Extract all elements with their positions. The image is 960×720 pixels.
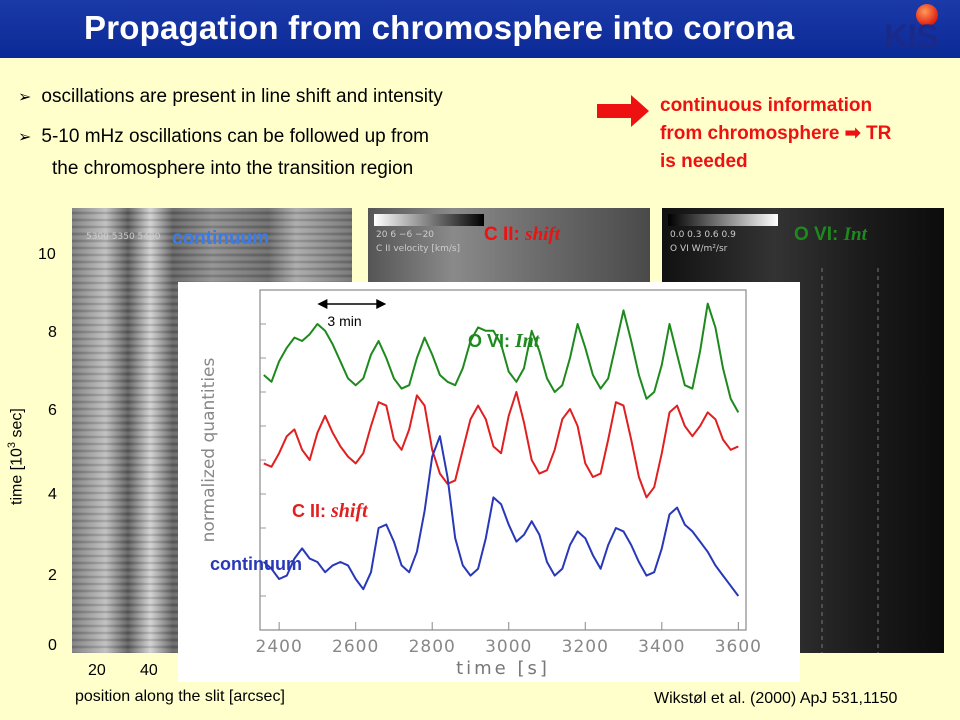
series-line-c-ii-shift xyxy=(263,391,739,499)
ytick: 2 xyxy=(48,567,57,584)
sun-icon xyxy=(916,4,938,26)
ytick: 10 xyxy=(38,246,56,263)
arrow-bullet-icon: ➢ xyxy=(18,89,32,106)
x-axis-label: position along the slit [arcsec] xyxy=(75,688,285,705)
right-arrow-icon xyxy=(597,95,649,127)
series-label-ovi: O VI: Int xyxy=(468,330,540,352)
x-tick-label: 3200 xyxy=(562,637,609,657)
arrow-bullet-icon: ➢ xyxy=(18,129,32,146)
panel-label-cii: C II: shift xyxy=(484,224,561,245)
slide-title: Propagation from chromosphere into coron… xyxy=(84,9,795,46)
x-tick-label: 3400 xyxy=(638,637,685,657)
bullet-1: ➢ oscillations are present in line shift … xyxy=(18,86,443,107)
panel-label-ovi: O VI: Int xyxy=(794,224,867,245)
plot-y-label: normalized quantities xyxy=(199,357,219,542)
title-bar: Propagation from chromosphere into coron… xyxy=(0,0,960,58)
ovi-colorbar-label: O VI W/m²/sr xyxy=(670,244,728,254)
continuum-colorbar-label: 5300 5350 5400 xyxy=(86,232,161,242)
x-tick-label: 2800 xyxy=(409,637,456,657)
x-tick-label: 3600 xyxy=(715,637,762,657)
citation: Wikstøl et al. (2000) ApJ 531,1150 xyxy=(654,690,898,707)
series-label-cii: C II: shift xyxy=(292,500,368,522)
series-line-continuum xyxy=(263,435,740,597)
xtick: 40 xyxy=(140,662,158,679)
ovi-colorbar-ticks: 0.0 0.3 0.6 0.9 xyxy=(670,230,736,240)
bullet-2: ➢ 5-10 mHz oscillations can be followed u… xyxy=(18,126,429,147)
ytick: 4 xyxy=(48,486,57,503)
line-chart: 2400 2600 2800 3000 3200 3400 3600 time [s] no… xyxy=(199,289,762,679)
requirement-note: continuous information from chromosphere… xyxy=(660,95,892,172)
series-label-continuum: continuum xyxy=(210,554,302,574)
x-tick-label: 2600 xyxy=(332,637,379,657)
series-line-o-vi-int xyxy=(263,302,740,413)
cii-colorbar-label: C II velocity [km/s] xyxy=(376,244,461,254)
y-axis-label: time [103 sec] xyxy=(6,408,26,505)
small-arrow-icon: ➡ xyxy=(844,123,861,144)
kis-logo: KIS xyxy=(882,4,956,56)
normalized-quantities-plot: 2400 2600 2800 3000 3200 3400 3600 time [s] no… xyxy=(178,282,800,682)
logo-text: KIS xyxy=(884,18,939,56)
ytick: 0 xyxy=(48,637,57,654)
ytick: 6 xyxy=(48,402,57,419)
three-minute-marker: 3 min xyxy=(317,299,387,329)
bullet-2-cont: the chromosphere into the transition reg… xyxy=(52,158,414,179)
ytick: 8 xyxy=(48,324,57,341)
annotation-label: 3 min xyxy=(327,313,361,329)
xtick: 20 xyxy=(88,662,106,679)
x-tick-label: 3000 xyxy=(485,637,532,657)
x-tick-label: 2400 xyxy=(256,637,303,657)
cii-colorbar-ticks: 20 6 −6 −20 xyxy=(376,230,435,240)
plot-x-label: time [s] xyxy=(456,658,550,679)
panel-label-continuum: continuum xyxy=(172,228,270,249)
